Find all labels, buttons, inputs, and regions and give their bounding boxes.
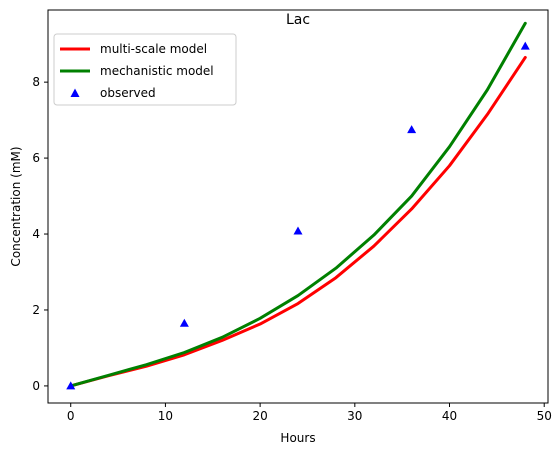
x-tick-label: 10 (158, 409, 173, 423)
axes-frame (47, 9, 549, 404)
observed-point (520, 41, 530, 50)
x-tick-label: 50 (537, 409, 552, 423)
observed-point (293, 226, 303, 235)
y-tick-label: 0 (32, 379, 40, 393)
chart-title: Lac (286, 12, 310, 28)
y-tick-label: 4 (32, 227, 40, 241)
legend-label-observed: observed (100, 86, 156, 100)
x-tick-label: 30 (347, 409, 362, 423)
x-tick-label: 20 (252, 409, 267, 423)
y-tick-label: 8 (32, 75, 40, 89)
tick-layer: 0 10 20 30 40 50 0 2 4 6 8 (32, 75, 551, 423)
observed-point (407, 125, 417, 134)
x-tick-label: 40 (442, 409, 457, 423)
observed-point (66, 381, 76, 390)
series-line-mechanistic-model (69, 21, 527, 388)
legend-label-multi-scale: multi-scale model (100, 42, 207, 56)
y-tick-label: 2 (32, 303, 40, 317)
legend-label-mechanistic: mechanistic model (100, 64, 214, 78)
legend-swatch-observed (70, 88, 80, 97)
x-tick-label: 0 (67, 409, 75, 423)
legend: multi-scale model mechanistic model obse… (53, 33, 237, 106)
legend-frame (53, 33, 237, 106)
observed-point (179, 318, 189, 327)
y-axis-label: Concentration (mM) (9, 146, 23, 266)
y-tick-label: 6 (32, 151, 40, 165)
data-layer (66, 21, 530, 390)
x-axis-label: Hours (280, 431, 315, 445)
